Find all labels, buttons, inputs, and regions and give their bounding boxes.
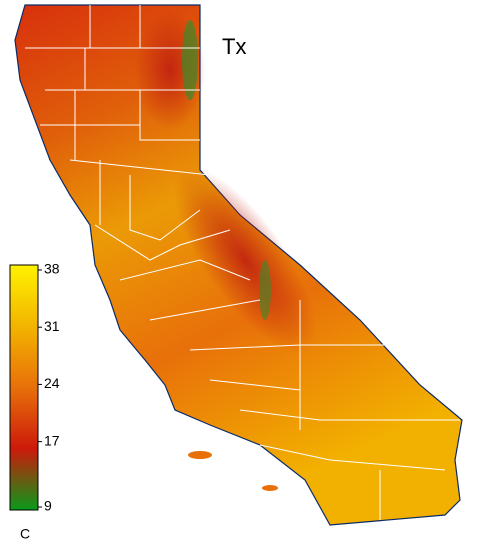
colorbar-tick-label: 24 — [44, 375, 60, 391]
green-zone — [259, 260, 271, 320]
colorbar-gradient — [9, 264, 39, 511]
map-title: Tx — [222, 34, 246, 59]
colorbar-tick-label: 31 — [44, 318, 60, 334]
colorbar-tick-label: 17 — [44, 432, 60, 448]
colorbar: 9 17 24 31 38 — [9, 261, 60, 514]
island — [188, 451, 212, 459]
colorbar-tick-label: 38 — [44, 261, 60, 277]
county-lines — [25, 5, 460, 520]
sierra-zone — [173, 167, 317, 353]
colorbar-tick-label: 9 — [44, 498, 52, 514]
island — [262, 485, 278, 491]
green-zone — [182, 20, 198, 100]
colorbar-unit: C — [20, 526, 30, 542]
california — [14, 4, 463, 526]
